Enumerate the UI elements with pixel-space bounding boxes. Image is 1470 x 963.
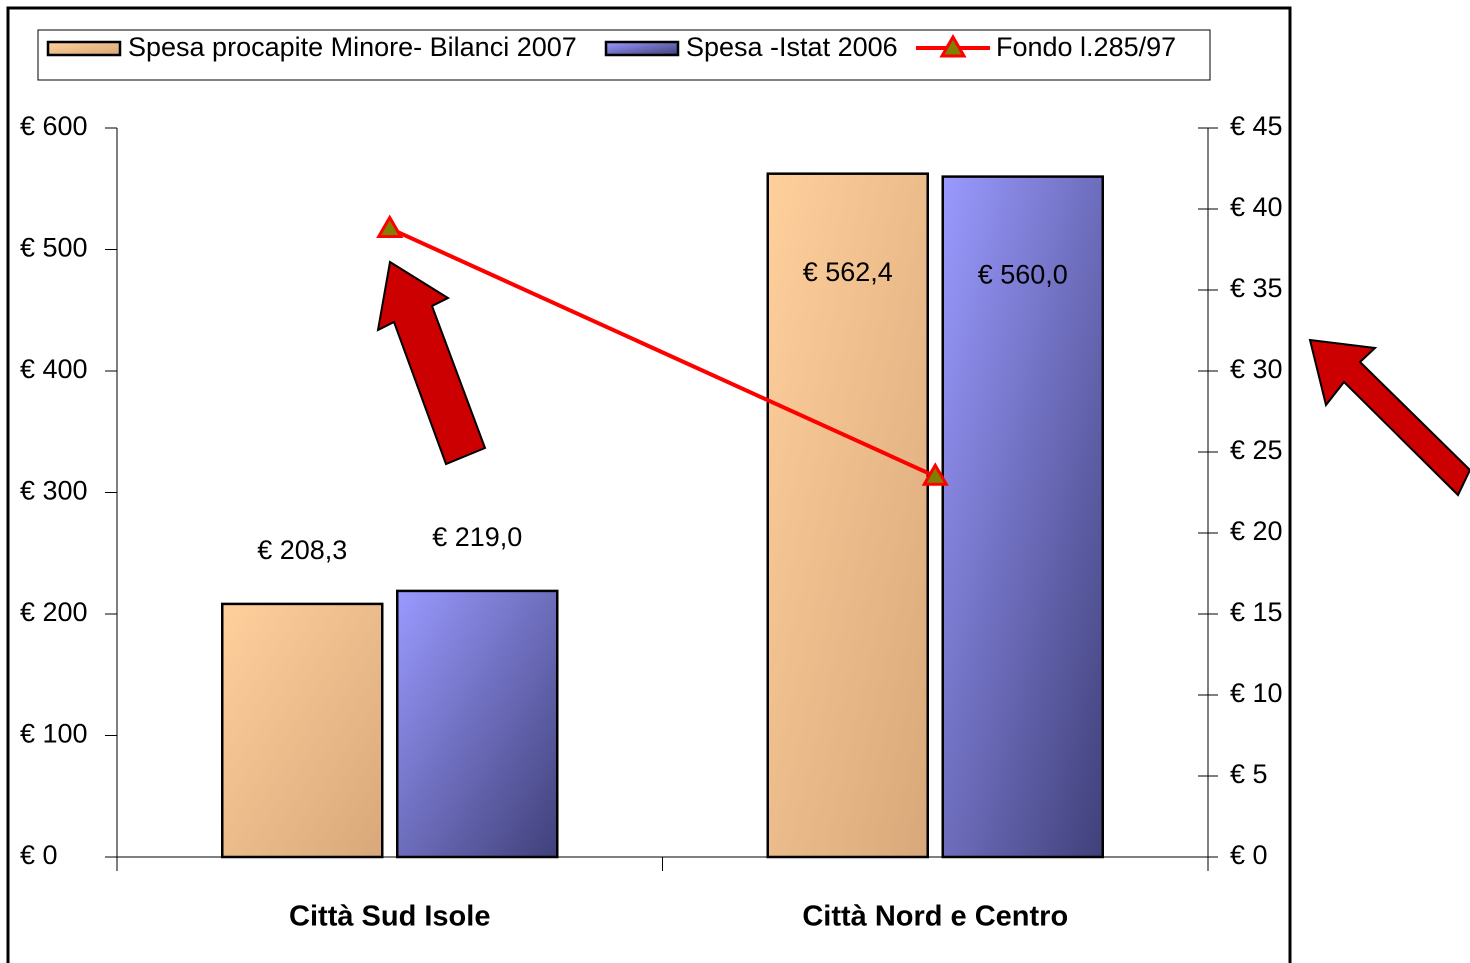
line-marker [921, 462, 949, 486]
line [388, 226, 937, 479]
y2-tick-label: € 25 [1230, 435, 1283, 465]
arrows [376, 260, 1470, 497]
legend-label: Spesa -Istat 2006 [686, 32, 898, 62]
arrow [376, 260, 487, 466]
y-tick-label: € 400 [20, 354, 88, 384]
legend-marker [939, 34, 967, 58]
y-tick-label: € 100 [20, 719, 88, 749]
y2-tick-label: € 0 [1230, 840, 1268, 870]
value-label: € 560,0 [978, 260, 1068, 290]
line-marker [376, 214, 404, 238]
legend-label: Spesa procapite Minore- Bilanci 2007 [128, 32, 577, 62]
value-label: € 562,4 [803, 257, 893, 287]
y-tick-label: € 0 [20, 840, 58, 870]
y2-tick-label: € 40 [1230, 192, 1283, 222]
y2-tick-label: € 10 [1230, 678, 1283, 708]
value-label: € 219,0 [432, 522, 522, 552]
y-tick-label: € 600 [20, 111, 88, 141]
bar [941, 175, 1104, 859]
x-tick-label: Città Sud Isole [289, 901, 490, 933]
y2-tick-label: € 45 [1230, 111, 1283, 141]
y2-tick-label: € 15 [1230, 597, 1283, 627]
legend-swatch [46, 40, 122, 57]
legend-swatch [604, 40, 680, 57]
x-tick-label: Città Nord e Centro [802, 901, 1068, 933]
y-tick-label: € 200 [20, 597, 88, 627]
y2-tick-label: € 35 [1230, 273, 1283, 303]
y-tick-label: € 500 [20, 233, 88, 263]
legend-label: Fondo l.285/97 [996, 32, 1176, 62]
bar [766, 172, 929, 859]
bar [221, 602, 384, 859]
value-label: € 208,3 [257, 535, 347, 565]
y-tick-label: € 300 [20, 476, 88, 506]
bar [396, 589, 559, 859]
y2-tick-label: € 5 [1230, 759, 1268, 789]
y2-tick-label: € 20 [1230, 516, 1283, 546]
y2-tick-label: € 30 [1230, 354, 1283, 384]
arrow [1308, 338, 1470, 497]
